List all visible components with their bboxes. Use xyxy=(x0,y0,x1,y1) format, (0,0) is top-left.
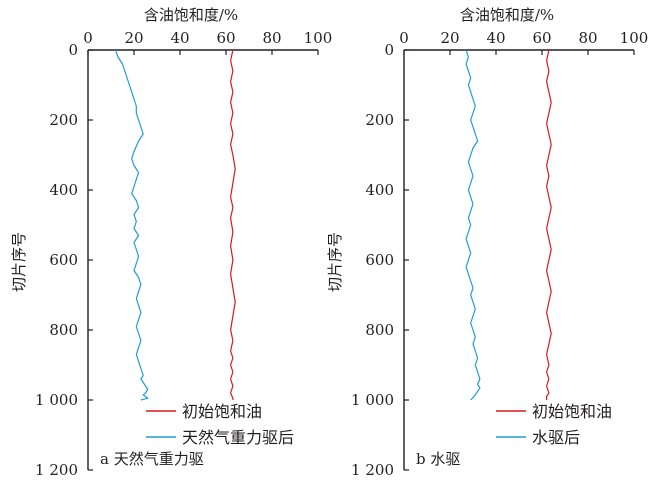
y-tick-label: 1 000 xyxy=(351,391,394,409)
panel-label: b 水驱 xyxy=(416,450,460,468)
legend-label-after-drive: 水驱后 xyxy=(532,428,580,447)
x-tick-label: 80 xyxy=(578,29,597,47)
x-tick-label: 40 xyxy=(170,29,189,47)
legend-label-after-drive: 天然气重力驱后 xyxy=(182,428,294,447)
series-line-after-drive xyxy=(465,49,481,401)
y-tick-label: 1 200 xyxy=(351,461,394,479)
y-tick-label: 800 xyxy=(365,321,394,339)
x-tick-label: 40 xyxy=(486,29,505,47)
series-line-after-drive xyxy=(115,49,149,401)
y-tick-label: 400 xyxy=(49,181,78,199)
chart-panel-a: 0 20 40 60 80 100 含油饱和度/% 0 200 400 600 800 1 000 1 2… xyxy=(10,6,332,479)
x-axis-title: 含油饱和度/% xyxy=(144,6,238,24)
y-tick-label: 600 xyxy=(49,251,78,269)
y-axis-title: 切片序号 xyxy=(326,232,344,292)
y-tick-label: 600 xyxy=(365,251,394,269)
y-tick-label: 0 xyxy=(384,41,394,59)
x-tick-label: 80 xyxy=(262,29,281,47)
x-tick-label: 60 xyxy=(216,29,235,47)
x-tick-label: 20 xyxy=(124,29,143,47)
series-line-initial-oil xyxy=(230,49,236,400)
x-axis-title: 含油饱和度/% xyxy=(460,6,554,24)
y-tick-label: 0 xyxy=(68,41,78,59)
y-tick-label: 1 000 xyxy=(35,391,78,409)
y-tick-label: 400 xyxy=(365,181,394,199)
x-tick-label: 60 xyxy=(532,29,551,47)
y-tick-label: 1 200 xyxy=(35,461,78,479)
y-tick-label: 200 xyxy=(365,111,394,129)
y-axis-title: 切片序号 xyxy=(10,232,28,292)
chart-panel-b: 0 20 40 60 80 100 含油饱和度/% 0 200 400 600 800 1 000 1 2… xyxy=(326,6,648,479)
x-tick-label: 100 xyxy=(620,29,649,47)
legend-label-initial-oil: 初始饱和油 xyxy=(182,402,262,421)
legend-label-initial-oil: 初始饱和油 xyxy=(532,402,612,421)
panel-label: a 天然气重力驱 xyxy=(100,450,204,468)
x-tick-label: 0 xyxy=(399,29,409,47)
x-tick-label: 20 xyxy=(440,29,459,47)
x-tick-label: 100 xyxy=(304,29,333,47)
x-tick-label: 0 xyxy=(83,29,93,47)
y-tick-label: 200 xyxy=(49,111,78,129)
y-tick-label: 800 xyxy=(49,321,78,339)
series-line-initial-oil xyxy=(545,49,552,400)
